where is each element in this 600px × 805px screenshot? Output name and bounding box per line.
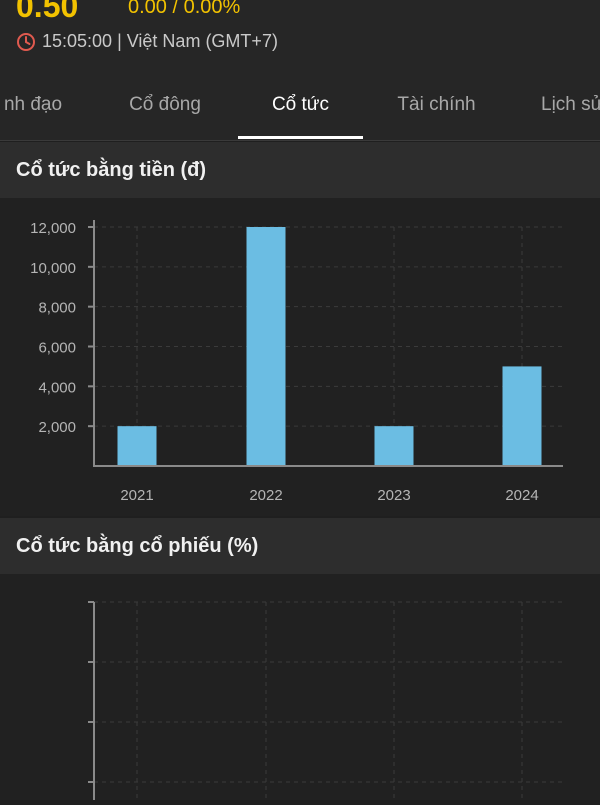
price-value: 0.50 — [16, 0, 79, 24]
stock-dividend-chart — [0, 574, 600, 800]
x-tick-label: 2023 — [377, 487, 410, 504]
bar-2024[interactable] — [502, 366, 542, 466]
stock-header: 0.50 0.00 / 0.00% 15:05:00 | Việt Nam (G… — [0, 0, 600, 70]
active-tab-indicator — [238, 136, 363, 139]
time-row: 15:05:00 | Việt Nam (GMT+7) — [16, 31, 278, 52]
y-tick-label: 10,000 — [30, 260, 76, 277]
y-tick-label: 2,000 — [38, 419, 76, 436]
tab-co-tuc[interactable]: Cổ tức — [271, 94, 330, 115]
y-tick-label: 4,000 — [38, 379, 76, 396]
tab-tai-chinh[interactable]: Tài chính — [397, 94, 476, 115]
tab-bar: nh đạo Cổ đông Cổ tức Tài chính Lịch sử — [0, 70, 600, 141]
bar-2022[interactable] — [246, 227, 286, 466]
y-tick-label: 6,000 — [38, 340, 76, 357]
bar-2021[interactable] — [117, 426, 157, 466]
clock-icon — [16, 32, 36, 52]
market-time: 15:05:00 | Việt Nam (GMT+7) — [42, 31, 278, 51]
cash-dividend-chart-svg: 2,000 4,000 6,000 8,000 10,000 12,000 2021 2022… — [30, 220, 563, 504]
y-tick-label: 8,000 — [38, 300, 76, 317]
y-tick-label: 12,000 — [30, 220, 76, 237]
cash-dividend-title: Cổ tức bằng tiền (đ) — [0, 142, 600, 198]
x-tick-label: 2021 — [120, 487, 153, 504]
tab-co-dong[interactable]: Cổ đông — [129, 94, 201, 115]
stock-dividend-chart-svg — [88, 601, 563, 800]
x-tick-label: 2022 — [249, 487, 282, 504]
tab-lich-su[interactable]: Lịch sử — [541, 94, 600, 115]
stock-dividend-title: Cổ tức bằng cổ phiếu (%) — [0, 518, 600, 574]
bar-2023[interactable] — [374, 426, 414, 466]
x-tick-label: 2024 — [505, 487, 538, 504]
tab-ban-lanh-dao[interactable]: nh đạo — [3, 94, 63, 115]
price-change: 0.00 / 0.00% — [128, 0, 241, 18]
cash-dividend-chart: 2,000 4,000 6,000 8,000 10,000 12,000 2021 2022… — [0, 198, 600, 516]
